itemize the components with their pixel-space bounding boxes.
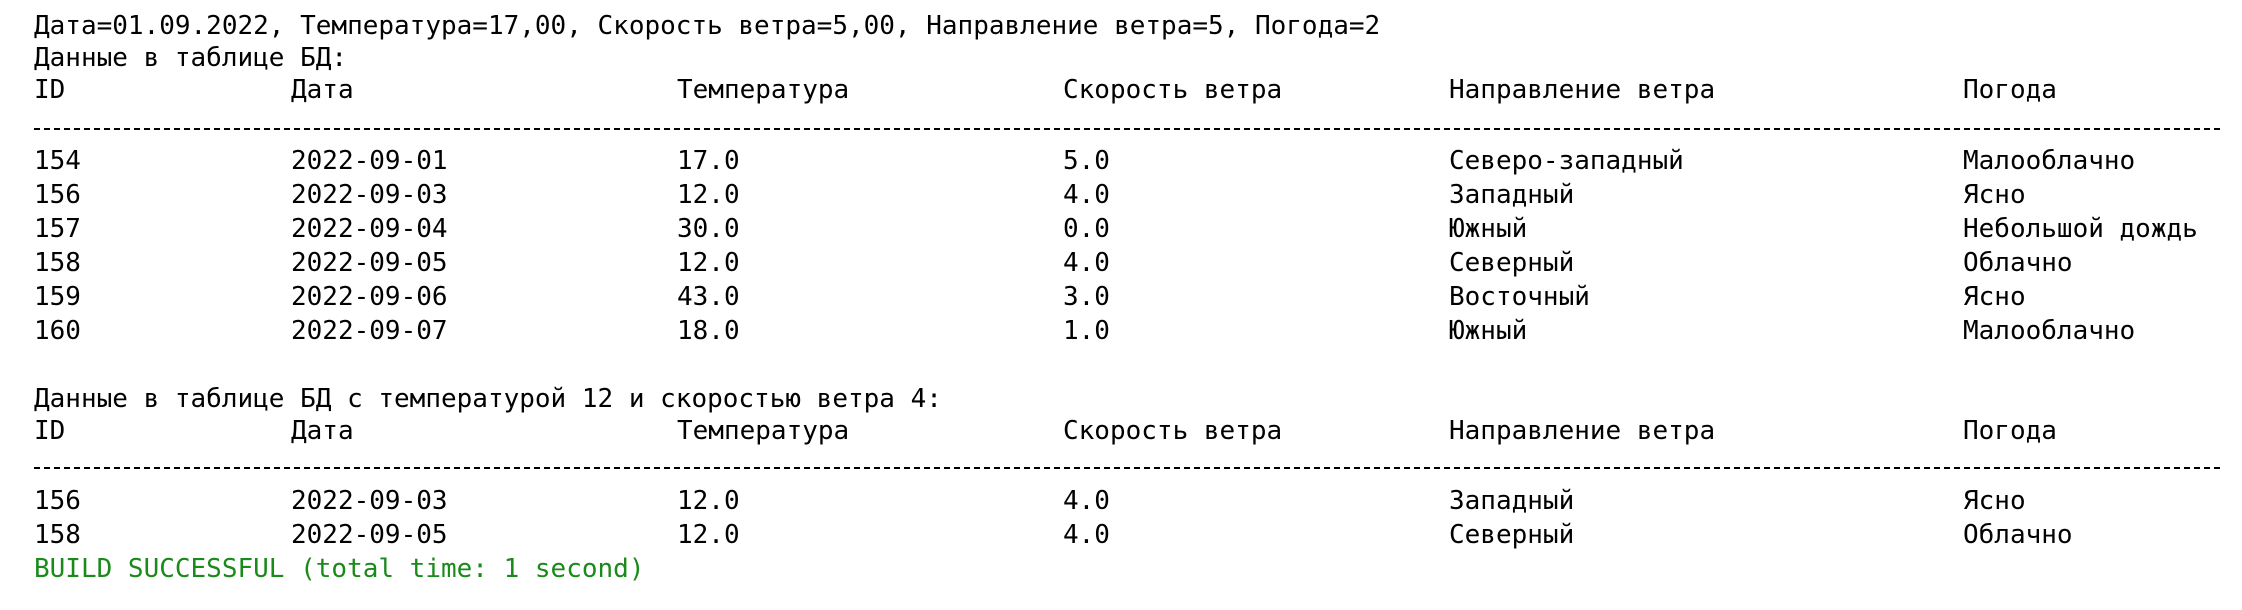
cell-date: 2022-09-05	[291, 520, 448, 550]
header-weather: Погода	[1963, 416, 2057, 446]
cell-id: 156	[34, 486, 81, 516]
cell-wind-direction: Южный	[1449, 316, 1528, 346]
cell-id: 158	[34, 520, 81, 550]
header-id: ID	[34, 75, 66, 105]
cell-temperature: 12.0	[677, 248, 740, 278]
cell-weather: Небольшой дождь	[1963, 214, 2198, 244]
cell-wind-direction: Северный	[1449, 520, 1575, 550]
cell-temperature: 12.0	[677, 520, 740, 550]
cell-wind-direction: Северный	[1449, 248, 1575, 278]
cell-weather: Облачно	[1963, 248, 2073, 278]
cell-wind-direction: Восточный	[1449, 282, 1590, 312]
cell-weather: Облачно	[1963, 520, 2073, 550]
cell-weather: Ясно	[1963, 180, 2026, 210]
header-date: Дата	[291, 75, 354, 105]
table2-separator	[34, 467, 2220, 469]
cell-id: 158	[34, 248, 81, 278]
cell-weather: Ясно	[1963, 486, 2026, 516]
cell-wind-speed: 0.0	[1063, 214, 1110, 244]
cell-date: 2022-09-06	[291, 282, 448, 312]
cell-weather: Малооблачно	[1963, 316, 2136, 346]
cell-wind-speed: 5.0	[1063, 146, 1110, 176]
cell-wind-speed: 1.0	[1063, 316, 1110, 346]
cell-wind-speed: 4.0	[1063, 248, 1110, 278]
cell-id: 156	[34, 180, 81, 210]
cell-date: 2022-09-03	[291, 486, 448, 516]
cell-wind-direction: Западный	[1449, 180, 1575, 210]
cell-date: 2022-09-01	[291, 146, 448, 176]
cell-temperature: 17.0	[677, 146, 740, 176]
cell-date: 2022-09-04	[291, 214, 448, 244]
cell-id: 154	[34, 146, 81, 176]
cell-wind-speed: 4.0	[1063, 486, 1110, 516]
cell-weather: Малооблачно	[1963, 146, 2136, 176]
header-id: ID	[34, 416, 66, 446]
header-wind-direction: Направление ветра	[1449, 75, 1716, 105]
cell-wind-direction: Западный	[1449, 486, 1575, 516]
cell-wind-speed: 4.0	[1063, 520, 1110, 550]
table1-caption: Данные в таблице БД:	[34, 43, 348, 73]
cell-wind-direction: Южный	[1449, 214, 1528, 244]
build-status: BUILD SUCCESSFUL (total time: 1 second)	[34, 554, 645, 584]
cell-id: 160	[34, 316, 81, 346]
header-weather: Погода	[1963, 75, 2057, 105]
header-temperature: Температура	[677, 75, 850, 105]
cell-temperature: 12.0	[677, 486, 740, 516]
cell-temperature: 12.0	[677, 180, 740, 210]
table2-caption: Данные в таблице БД с температурой 12 и …	[34, 384, 942, 414]
cell-temperature: 30.0	[677, 214, 740, 244]
insert-log-line: Дата=01.09.2022, Температура=17,00, Скор…	[34, 11, 1381, 41]
header-wind-speed: Скорость ветра	[1063, 416, 1283, 446]
header-wind-speed: Скорость ветра	[1063, 75, 1283, 105]
header-wind-direction: Направление ветра	[1449, 416, 1716, 446]
cell-wind-speed: 3.0	[1063, 282, 1110, 312]
cell-wind-speed: 4.0	[1063, 180, 1110, 210]
cell-temperature: 18.0	[677, 316, 740, 346]
cell-temperature: 43.0	[677, 282, 740, 312]
cell-date: 2022-09-07	[291, 316, 448, 346]
cell-date: 2022-09-05	[291, 248, 448, 278]
cell-wind-direction: Северо-западный	[1449, 146, 1684, 176]
cell-id: 159	[34, 282, 81, 312]
table1-separator	[34, 128, 2220, 130]
cell-id: 157	[34, 214, 81, 244]
header-date: Дата	[291, 416, 354, 446]
cell-weather: Ясно	[1963, 282, 2026, 312]
cell-date: 2022-09-03	[291, 180, 448, 210]
header-temperature: Температура	[677, 416, 850, 446]
